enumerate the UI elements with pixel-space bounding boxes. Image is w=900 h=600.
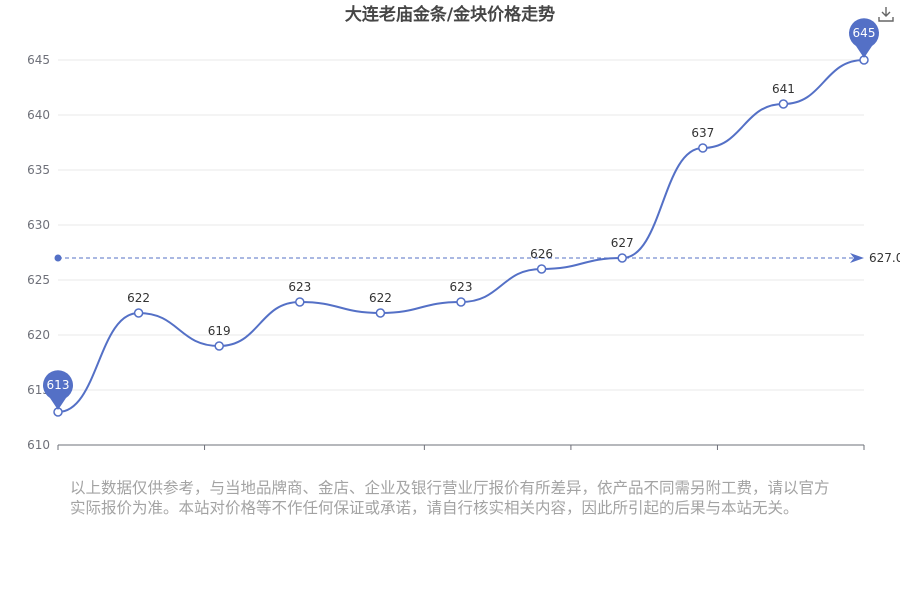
y-tick-label: 635 xyxy=(27,163,50,177)
x-axis: 2024-03-202024-03-222024-03-252024-03-27… xyxy=(57,444,865,450)
average-label: 627.0 xyxy=(869,251,900,265)
chart-title: 大连老庙金条/金块价格走势 xyxy=(345,4,555,25)
min-marker: 613 xyxy=(43,370,73,410)
data-label: 622 xyxy=(127,291,150,305)
data-label: 641 xyxy=(772,82,795,96)
data-point xyxy=(698,143,708,153)
data-point xyxy=(133,308,144,318)
average-line: 627.0 xyxy=(54,251,900,265)
grid-lines xyxy=(58,59,864,391)
max-marker-label: 645 xyxy=(853,26,876,40)
data-point xyxy=(456,297,466,307)
y-tick-label: 640 xyxy=(27,108,50,122)
data-point xyxy=(214,341,224,351)
data-labels: 622 619 623 622 623 626 627 637 641 xyxy=(127,82,795,338)
data-label: 623 xyxy=(450,280,473,294)
data-label: 626 xyxy=(530,247,553,261)
disclaimer-text: 以上数据仅供参考，与当地品牌商、金店、企业及银行营业厅报价有所差异，依产品不同需… xyxy=(70,479,830,517)
y-tick-label: 620 xyxy=(27,328,50,342)
data-label: 627 xyxy=(611,236,634,250)
data-label: 623 xyxy=(288,280,311,294)
series-line xyxy=(57,59,865,413)
average-arrow xyxy=(850,253,864,263)
y-tick-label: 645 xyxy=(27,53,50,67)
average-start-dot xyxy=(54,254,62,262)
data-point xyxy=(778,99,789,109)
max-marker-shape xyxy=(849,18,879,59)
y-tick-label: 625 xyxy=(27,273,50,287)
y-tick-label: 630 xyxy=(27,218,50,232)
data-point xyxy=(536,264,547,274)
min-marker-shape xyxy=(43,370,73,410)
data-point xyxy=(617,253,627,263)
price-series xyxy=(53,55,869,417)
download-icon[interactable] xyxy=(878,6,894,22)
data-point xyxy=(295,297,305,307)
min-marker-label: 613 xyxy=(47,378,70,392)
data-label: 619 xyxy=(208,324,231,338)
data-label: 637 xyxy=(691,126,714,140)
extreme-markers: 645 613 xyxy=(43,18,879,410)
data-label: 622 xyxy=(369,291,392,305)
data-point xyxy=(375,308,386,318)
max-marker: 645 xyxy=(849,18,879,59)
y-tick-label: 610 xyxy=(27,438,50,450)
